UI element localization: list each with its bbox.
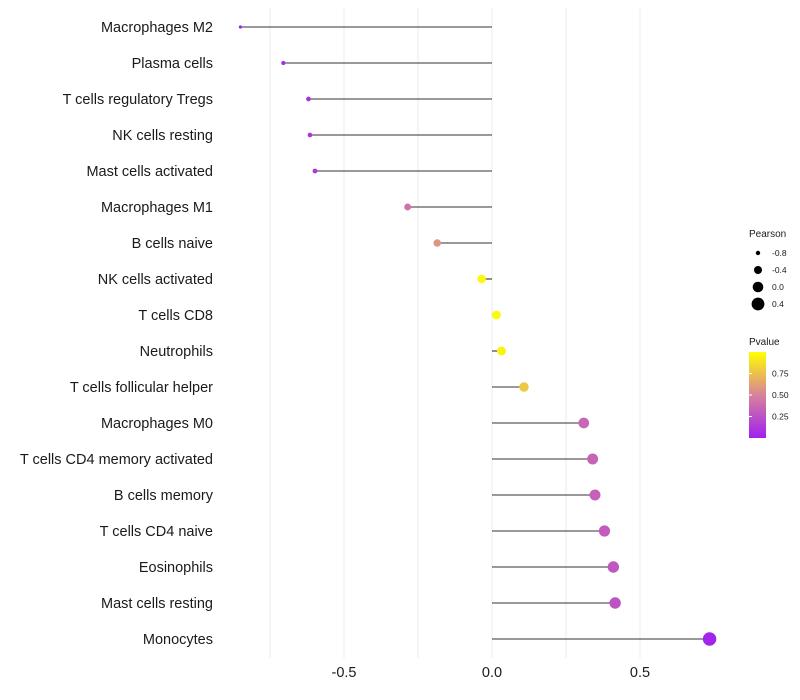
category-label-15: Eosinophils [139,560,213,576]
y-axis-labels: Macrophages M2 Plasma cells T cells regula… [20,20,214,648]
category-label-17: Monocytes [143,632,213,648]
category-label-6: B cells naive [132,236,213,252]
data-point-5 [404,203,412,211]
category-label-3: NK cells resting [112,128,213,144]
category-label-10: T cells follicular helper [70,380,213,396]
data-point-13 [589,489,601,501]
color-legend-label-2: 0.25 [772,412,789,422]
data-point-2 [306,96,311,102]
size-legend-label-2: 0.0 [772,282,784,292]
category-label-7: NK cells activated [98,272,213,288]
x-tick-label-1: 0.0 [482,665,502,681]
size-legend-key-2 [752,281,764,293]
data-point-1 [281,60,286,66]
data-point-12 [587,453,599,465]
x-tick-label-2: 0.5 [630,665,650,681]
category-label-1: Plasma cells [132,56,213,72]
grid-layer [269,8,641,658]
data-point-7 [477,274,486,284]
data-point-14 [598,525,611,537]
data-point-6 [433,239,441,247]
size-legend-key-3 [751,297,765,311]
data-point-10 [519,382,529,392]
data-point-3 [307,132,313,138]
category-label-2: T cells regulatory Tregs [63,92,213,108]
color-legend-label-1: 0.50 [772,390,789,400]
category-label-16: Mast cells resting [101,596,213,612]
color-legend: Pvalue 0.75 0.50 0.25 [749,337,789,438]
category-label-13: B cells memory [114,488,214,504]
data-point-8 [492,310,501,320]
data-point-15 [607,561,620,573]
category-label-11: Macrophages M0 [101,416,213,432]
data-point-11 [578,417,590,429]
category-label-9: Neutrophils [140,344,213,360]
category-label-0: Macrophages M2 [101,20,213,36]
x-axis-tick-labels: -0.5 0.0 0.5 [332,665,651,681]
category-label-12: T cells CD4 memory activated [20,452,213,468]
size-legend: Pearson -0.8 -0.4 0.0 0.4 [749,229,787,311]
size-legend-key-0 [755,250,761,256]
size-legend-label-3: 0.4 [772,299,784,309]
data-point-16 [609,597,621,609]
category-label-8: T cells CD8 [138,308,213,324]
size-legend-label-0: -0.8 [772,248,787,258]
data-point-0 [238,25,242,29]
point-layer [238,25,717,646]
color-legend-title: Pvalue [749,337,780,348]
category-label-5: Macrophages M1 [101,200,213,216]
x-tick-label-0: -0.5 [332,665,357,681]
size-legend-label-1: -0.4 [772,265,787,275]
size-legend-title: Pearson [749,229,786,240]
color-legend-label-0: 0.75 [772,369,789,379]
stem-layer [240,26,710,640]
data-point-4 [312,168,318,174]
category-label-14: T cells CD4 naive [100,524,213,540]
size-legend-key-1 [754,266,762,274]
data-point-9 [497,346,506,356]
data-point-17 [702,632,717,646]
color-legend-bar [749,352,766,438]
category-label-4: Mast cells activated [86,164,213,180]
